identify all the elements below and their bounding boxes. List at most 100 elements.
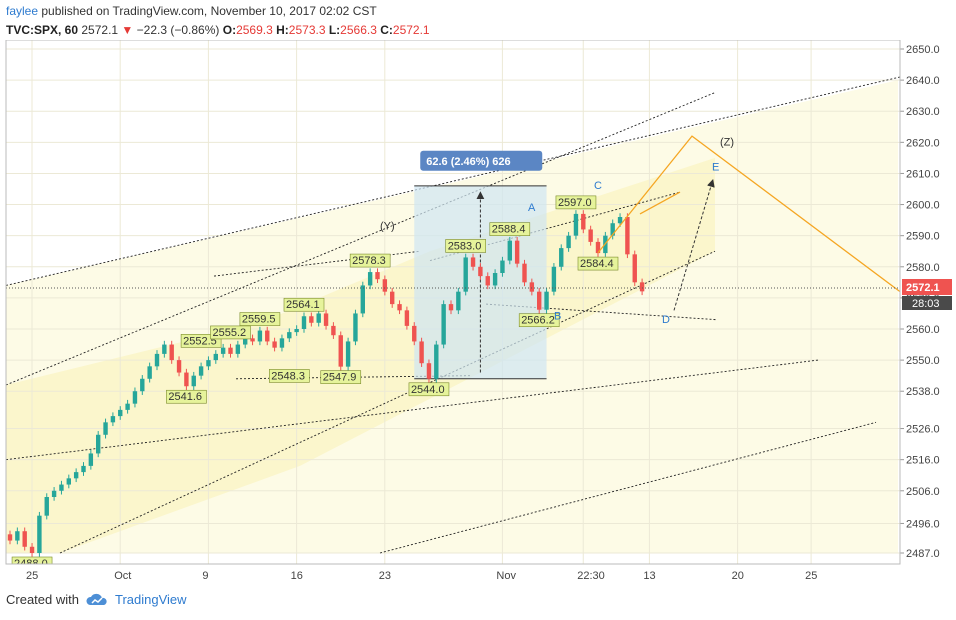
trend-line	[485, 303, 717, 321]
price-tick-label: 2630.0	[906, 106, 940, 118]
candle-body	[448, 304, 454, 311]
candle-body	[125, 403, 130, 410]
candle-body	[147, 366, 152, 379]
price-tick-label: 2516.0	[906, 455, 940, 467]
candle-body	[412, 325, 417, 342]
candle-body	[96, 434, 101, 454]
time-tick-label: 25	[805, 570, 817, 582]
price-label: 2566.2	[521, 315, 555, 327]
candle-body	[456, 291, 461, 311]
candle-body	[632, 254, 637, 283]
candle-body	[522, 263, 527, 283]
wave-projection-line	[639, 191, 681, 215]
candle-body	[279, 338, 285, 348]
price-change: −22.3 (−0.86%)	[136, 23, 220, 37]
candle-body	[639, 282, 645, 292]
price-tick-label: 2538.0	[906, 386, 940, 398]
candle-body	[228, 347, 233, 354]
candle-body	[390, 291, 395, 305]
time-axis[interactable]: 25 Oct 9 16 23 Nov 22:30 13 20 25	[26, 570, 817, 582]
candle-body	[257, 330, 263, 342]
open-label: O:	[222, 23, 237, 37]
time-tick-label: 16	[291, 570, 303, 582]
publish-info: published on TradingView.com, November 1…	[41, 4, 377, 18]
price-label: 2544.0	[411, 384, 445, 396]
candle-body	[360, 285, 365, 314]
candle-body	[507, 240, 512, 261]
price-tick-label: 2487.0	[906, 548, 940, 560]
candle-body	[544, 291, 549, 310]
time-tick-label: Nov	[496, 570, 516, 582]
ohlc-line: TVC:SPX, 60 2572.1 ▼ −22.3 (−0.86%) O:25…	[6, 21, 430, 40]
tradingview-link[interactable]: TradingView	[114, 592, 187, 607]
candle-body	[367, 272, 373, 286]
wave-label: A	[528, 202, 536, 214]
wave-label: (Z)	[720, 136, 734, 148]
candle-body	[7, 534, 13, 541]
time-tick-label: Oct	[114, 570, 131, 582]
trend-line	[6, 359, 819, 461]
countdown-value: 28:03	[912, 298, 940, 310]
price-label-box	[283, 297, 325, 312]
candle-body	[118, 409, 123, 417]
current-price-value: 2572.1	[906, 282, 940, 294]
candle-body	[573, 213, 579, 236]
candle-body	[345, 341, 351, 367]
candle-body	[463, 257, 468, 292]
candle-body	[272, 341, 277, 348]
price-tick-label: 2640.0	[906, 75, 940, 87]
candle-body	[66, 478, 71, 485]
candle-body	[213, 353, 218, 361]
author-link[interactable]: faylee	[6, 4, 39, 18]
current-price-tag: 2572.1 28:03	[902, 279, 952, 310]
trend-line	[59, 250, 716, 554]
price-label-box	[555, 195, 597, 210]
candle-body	[140, 378, 145, 392]
candle-body	[529, 282, 535, 292]
candle-body	[22, 531, 27, 547]
footer: Created with TradingView	[6, 592, 187, 607]
price-label: 2547.9	[323, 372, 357, 384]
price-label: 2588.4	[492, 224, 526, 236]
price-tick-label: 2526.0	[906, 424, 940, 436]
candle-body	[198, 366, 204, 376]
candle-body	[478, 266, 483, 277]
price-tick-label: 2610.0	[906, 168, 940, 180]
candle-body	[44, 497, 49, 516]
candle-body	[441, 304, 446, 345]
price-tick-label: 2650.0	[906, 44, 940, 56]
projection-arrow	[673, 178, 715, 311]
price-label-box	[210, 325, 251, 340]
price-label: 2578.3	[352, 255, 386, 267]
candle-body	[610, 223, 615, 236]
candle-body	[595, 241, 601, 254]
candle-body	[59, 484, 64, 491]
price-label: 2555.2	[213, 327, 247, 339]
candle-body	[588, 229, 593, 242]
high-label: H:	[276, 23, 289, 37]
trend-line	[379, 421, 877, 554]
time-tick-label: 9	[202, 570, 208, 582]
price-label-box	[166, 389, 207, 404]
price-label-box	[518, 313, 560, 328]
high-value: 2573.3	[288, 23, 326, 37]
candle-body	[162, 344, 167, 354]
candle-body	[88, 453, 94, 466]
candle-body	[559, 248, 564, 267]
price-tick-label: 2560.0	[906, 324, 940, 336]
candle-body	[73, 472, 79, 479]
price-label: 2559.5	[242, 314, 276, 326]
candle-body	[220, 347, 226, 354]
candle-body	[51, 490, 57, 497]
open-value: 2569.3	[236, 23, 273, 37]
time-axis-bg	[0, 564, 956, 586]
price-label: 2488.0	[14, 558, 48, 570]
candle-body	[110, 416, 116, 423]
candle-body	[176, 360, 182, 373]
candle-body	[470, 257, 476, 267]
candle-body	[287, 332, 292, 339]
candle-body	[492, 273, 498, 286]
candle-body	[184, 372, 189, 387]
